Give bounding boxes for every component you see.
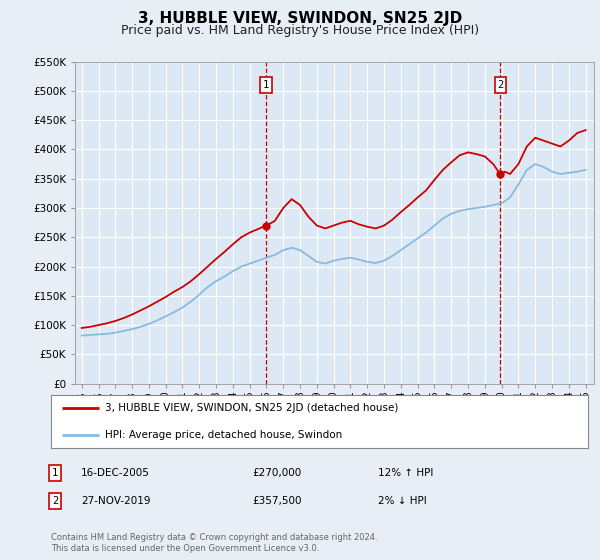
Text: 12% ↑ HPI: 12% ↑ HPI (378, 468, 433, 478)
Text: HPI: Average price, detached house, Swindon: HPI: Average price, detached house, Swin… (105, 430, 342, 440)
Text: £270,000: £270,000 (252, 468, 301, 478)
Text: 27-NOV-2019: 27-NOV-2019 (81, 496, 151, 506)
Text: 3, HUBBLE VIEW, SWINDON, SN25 2JD: 3, HUBBLE VIEW, SWINDON, SN25 2JD (138, 11, 462, 26)
Text: 2: 2 (497, 80, 503, 90)
Text: 1: 1 (263, 80, 269, 90)
Text: Contains HM Land Registry data © Crown copyright and database right 2024.
This d: Contains HM Land Registry data © Crown c… (51, 533, 377, 553)
Text: Price paid vs. HM Land Registry's House Price Index (HPI): Price paid vs. HM Land Registry's House … (121, 24, 479, 37)
Text: 2: 2 (52, 496, 58, 506)
Text: 3, HUBBLE VIEW, SWINDON, SN25 2JD (detached house): 3, HUBBLE VIEW, SWINDON, SN25 2JD (detac… (105, 403, 398, 413)
Text: 2% ↓ HPI: 2% ↓ HPI (378, 496, 427, 506)
Text: 1: 1 (52, 468, 58, 478)
Text: 16-DEC-2005: 16-DEC-2005 (81, 468, 150, 478)
Text: £357,500: £357,500 (252, 496, 302, 506)
